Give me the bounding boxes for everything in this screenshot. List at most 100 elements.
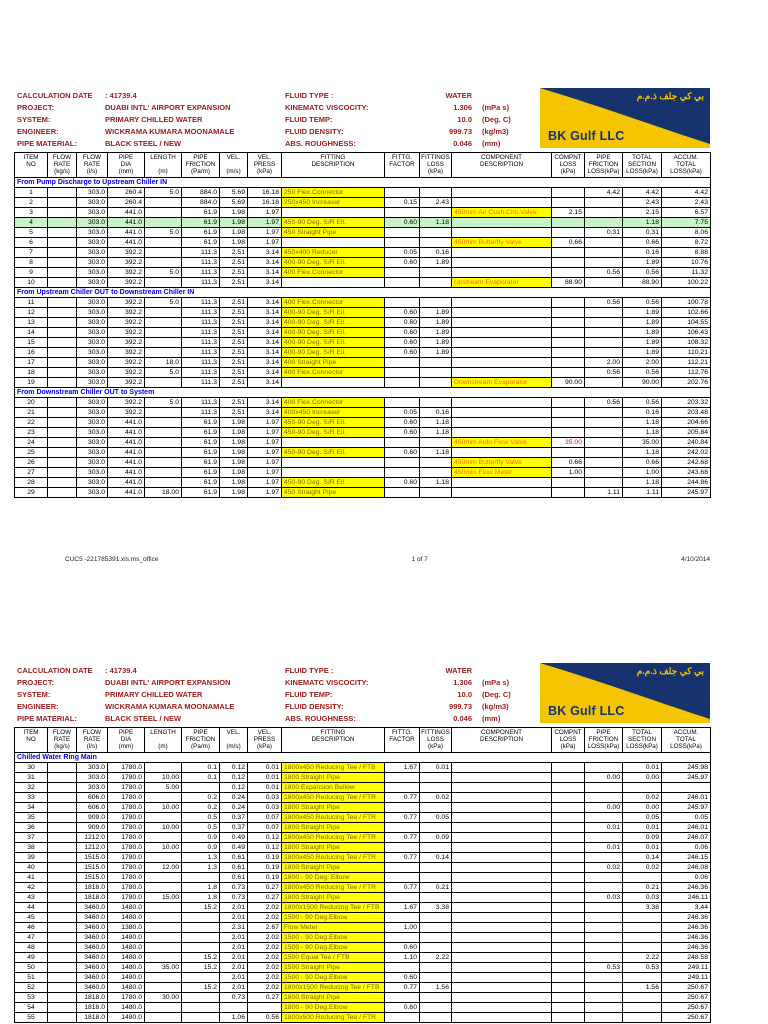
cell-no: 47 <box>14 931 48 943</box>
cell-at: 112.21 <box>661 356 711 368</box>
column-header-row: ITEM NO FLOW RATE (kg/s) FLOW RATE (l/s) PIPE DIA… <box>14 727 711 753</box>
cell-vel: 2.51 <box>219 326 248 338</box>
cell-ls: 303.0 <box>76 476 108 488</box>
cell-comp: 450mm Air Cush.Chk.Valve <box>451 206 552 218</box>
logo-arabic-text: بي كي جلف ذ.م.م <box>636 666 704 676</box>
cell-ff <box>384 961 420 973</box>
col-header-len: LENGTH (m) <box>144 152 182 178</box>
cell-fric: 111.3 <box>181 346 220 358</box>
cell-fl <box>419 781 452 793</box>
cell-ff: 0.60 <box>384 971 420 983</box>
cell-pf <box>584 206 623 218</box>
cell-dia: 1780.0 <box>107 781 145 793</box>
cell-len <box>144 811 182 823</box>
cell-len <box>144 901 182 913</box>
cell-fl: 1.89 <box>419 336 452 348</box>
cell-kgs <box>47 791 77 803</box>
cell-vp: 16.18 <box>247 186 282 198</box>
cell-ls: 303.0 <box>76 346 108 358</box>
cell-ls: 303.0 <box>76 376 108 388</box>
table-row: 15 303.0 392.2 111.3 2.51 3.14 400-90 Deg. S/R… <box>14 336 711 348</box>
cell-fit: 250 Flex.Connector <box>281 186 385 198</box>
cell-ts: 90.00 <box>622 376 662 388</box>
cell-fit: 1500 Straight Pipe <box>281 961 385 973</box>
header-value: DUABI INTL' AIRPORT EXPANSION <box>105 678 231 687</box>
cell-vel: 2.01 <box>219 901 248 913</box>
cell-vel: 2.01 <box>219 981 248 993</box>
table-row: 16 303.0 392.2 111.3 2.51 3.14 400-90 Deg. S/R… <box>14 346 711 358</box>
cell-fric: 0.9 <box>181 841 220 853</box>
cell-pf <box>584 406 623 418</box>
cell-fric: 111.3 <box>181 326 220 338</box>
cell-fl <box>419 356 452 368</box>
cell-cl <box>551 971 585 983</box>
cell-fit: 400-90 Deg. S/R Ell. <box>281 306 385 318</box>
header-right-block: FLUID TYPE : WATER KINEMATC VISCOCITY: 1.3… <box>285 665 511 725</box>
cell-ts: 0.00 <box>622 801 662 813</box>
cell-cl <box>551 881 585 893</box>
cell-len: 5.0 <box>144 296 182 308</box>
cell-comp <box>451 761 552 773</box>
header-unit: (kg/m3) <box>482 702 509 711</box>
cell-kgs <box>47 246 77 258</box>
cell-ts <box>622 931 662 943</box>
cell-ls: 303.0 <box>76 276 108 288</box>
cell-vp <box>247 1001 282 1013</box>
table-row: 47 3460.0 1480.0 2.01 2.02 1500 - 90 Deg.Elbo… <box>14 931 711 943</box>
cell-no: 12 <box>14 306 48 318</box>
cell-ff <box>384 486 420 498</box>
cell-cl <box>551 476 585 488</box>
cell-ts: 0.16 <box>622 246 662 258</box>
cell-fric: 61.9 <box>181 466 220 478</box>
cell-pf <box>584 901 623 913</box>
section-row: From Pump Discharge to Upstream Chiller … <box>14 176 711 188</box>
cell-ts: 1.00 <box>622 466 662 478</box>
cell-kgs <box>47 891 77 903</box>
logo-company-name: BK Gulf LLC <box>548 129 625 143</box>
cell-len <box>144 346 182 358</box>
cell-ff <box>384 911 420 923</box>
cell-cl <box>551 396 585 408</box>
cell-comp <box>451 881 552 893</box>
cell-fit: 1800x450 Reducing Tee / FTB <box>281 761 385 773</box>
cell-dia: 392.2 <box>107 326 145 338</box>
cell-fit: 400-90 Deg. S/R Ell. <box>281 256 385 268</box>
cell-fl: 1.89 <box>419 346 452 358</box>
cell-fric: 111.3 <box>181 316 220 328</box>
cell-dia: 441.0 <box>107 206 145 218</box>
cell-fit: 450x400 Reducer <box>281 246 385 258</box>
cell-cl: 2.15 <box>551 206 585 218</box>
header-label: KINEMATC VISCOCITY: <box>285 103 369 112</box>
cell-at: 245.97 <box>661 801 711 813</box>
cell-cl <box>551 991 585 1003</box>
cell-vp: 2.02 <box>247 941 282 953</box>
cell-len: 10.00 <box>144 841 182 853</box>
cell-at: 245.97 <box>661 771 711 783</box>
cell-comp <box>451 871 552 883</box>
cell-fl: 1.89 <box>419 256 452 268</box>
cell-ts: 0.56 <box>622 296 662 308</box>
table-row: 33 606.0 1780.0 0.2 0.24 0.03 1800x450 Reducin… <box>14 791 711 803</box>
header-right-block: FLUID TYPE : WATER KINEMATC VISCOCITY: 1.3… <box>285 90 511 150</box>
cell-cl <box>551 861 585 873</box>
col-header-comp: COMPONENT DESCRIPTION <box>451 727 552 753</box>
cell-vel: 2.51 <box>219 366 248 378</box>
cell-fric: 61.9 <box>181 416 220 428</box>
cell-no: 32 <box>14 781 48 793</box>
cell-ff <box>384 296 420 308</box>
cell-ls: 303.0 <box>76 266 108 278</box>
cell-at: 242.02 <box>661 446 711 458</box>
cell-vel: 2.51 <box>219 276 248 288</box>
cell-at: 8.06 <box>661 226 711 238</box>
cell-cl <box>551 186 585 198</box>
cell-dia: 1480.0 <box>107 911 145 923</box>
header-value: 999.73 <box>449 127 472 136</box>
cell-vel: 0.61 <box>219 851 248 863</box>
cell-dia: 1480.0 <box>107 981 145 993</box>
cell-ts: 0.01 <box>622 761 662 773</box>
cell-no: 28 <box>14 476 48 488</box>
cell-fric: 111.3 <box>181 246 220 258</box>
cell-fit: 450-90 Deg. S/R Ell. <box>281 216 385 228</box>
cell-fit: 1800x450 Reducing Tee / FTR <box>281 831 385 843</box>
cell-dia: 1780.0 <box>107 841 145 853</box>
